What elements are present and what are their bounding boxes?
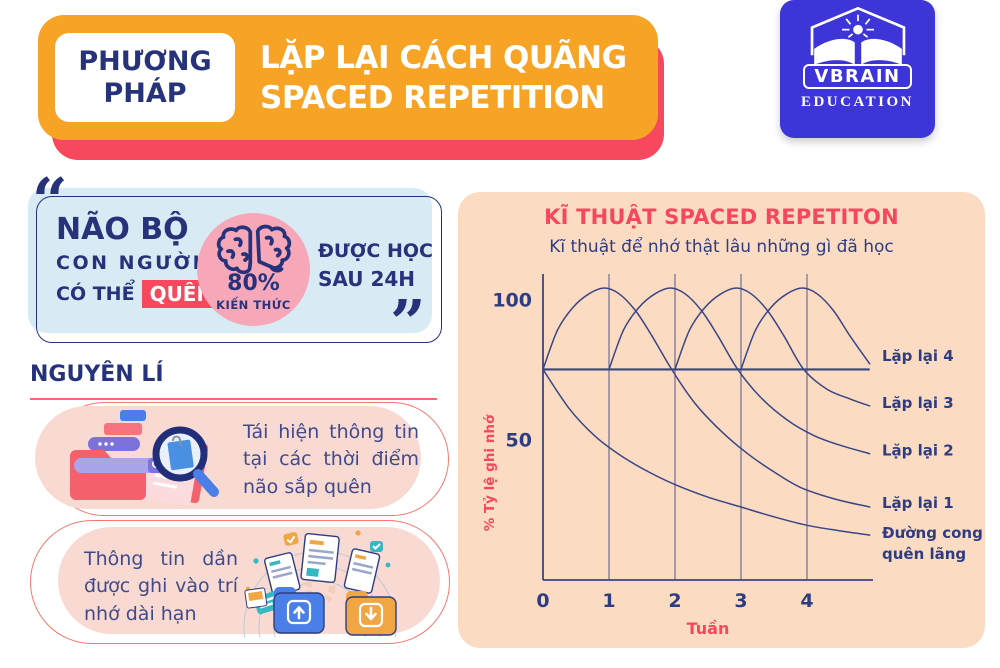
search-illustration (70, 410, 219, 506)
window-chip-purple (88, 437, 140, 451)
series-label-3: Lặp lại 2 (882, 442, 954, 460)
logo-brand: VBRAIN (803, 64, 912, 89)
memory-storage-illustration (243, 530, 397, 637)
x-tick-2: 2 (668, 590, 681, 612)
series-label-1: Lặp lại 4 (882, 347, 954, 365)
fact-box-outline (36, 196, 442, 343)
fact-line3: CÓ THỂ QUÊN (56, 280, 222, 308)
curve-5 (542, 368, 871, 536)
x-tick-0: 0 (536, 590, 549, 612)
header-banner: PHƯƠNG PHÁP LẶP LẠI CÁCH QUÃNG SPACED RE… (38, 15, 658, 140)
principle-2-text: Thông tin dần được ghi vào trí nhớ dài h… (84, 548, 238, 625)
method-badge-line1: PHƯƠNG (78, 45, 212, 77)
download-folder-icon (345, 591, 397, 636)
folder-icon (70, 450, 146, 500)
magnifier-icon (152, 426, 219, 497)
series-label-4: Lặp lại 1 (882, 494, 954, 512)
check-badge-orange (283, 532, 299, 546)
curve-1 (740, 287, 871, 371)
open-quote-icon: “ (32, 164, 68, 237)
x-axis-label: Tuần (687, 619, 730, 638)
x-tick-1: 1 (602, 590, 615, 612)
document-left (263, 552, 301, 596)
fact-line2: CON NGƯỜI (56, 252, 203, 274)
fact-text: NÃO BỘ CON NGƯỜI CÓ THỂ QUÊN (56, 212, 222, 308)
spaced-repetition-chart: Lặp lại 4 Lặp lại 3 Lặp lại 2 Lặp lại 1 Đườn… (482, 274, 983, 638)
chart-title: KĨ THUẬT SPACED REPETITON (544, 205, 899, 229)
page-title-line2: SPACED REPETITION (260, 79, 605, 116)
fact-right-line2: SAU 24H (318, 267, 416, 291)
fact-right-text: ĐƯỢC HỌC SAU 24H (318, 240, 433, 291)
principle-2-outline (30, 520, 450, 644)
vbrain-logo: VBRAIN EDUCATION (780, 0, 935, 138)
book-sun-icon (810, 6, 905, 65)
logo-subtitle: EDUCATION (800, 94, 915, 110)
principles-heading: NGUYÊN LÍ (30, 362, 164, 387)
x-tick-4: 4 (800, 590, 813, 612)
series-label-5: Đường cong (882, 524, 983, 542)
chart-subtitle: Kĩ thuật để nhớ thật lâu những gì đã học (549, 237, 894, 257)
window-chip-pink (104, 423, 142, 435)
series-label-5: quên lãng (882, 545, 966, 563)
page-title-line1: LẶP LẠI CÁCH QUÃNG (260, 40, 627, 76)
forget-percent-label: KIẾN THỨC (216, 298, 291, 312)
page-title: LẶP LẠI CÁCH QUÃNG SPACED REPETITION (260, 39, 627, 118)
upload-folder-icon (273, 587, 325, 634)
curve-2 (674, 287, 871, 407)
photo-card (244, 587, 268, 609)
fact-line1: NÃO BỘ (56, 212, 189, 247)
search-bar (74, 458, 166, 473)
window-chip-blue (120, 410, 146, 421)
brain-stat-circle: 80% KIẾN THỨC (197, 213, 310, 326)
principles-underline (30, 398, 437, 400)
close-quote-icon: ” (390, 286, 426, 359)
method-badge-line2: PHÁP (103, 77, 187, 109)
brain-icon (216, 224, 291, 275)
method-badge: PHƯƠNG PHÁP (55, 33, 235, 122)
fact-line3-prefix: CÓ THỂ (56, 283, 135, 305)
y-tick-100: 100 (492, 289, 532, 311)
chart-panel: KĨ THUẬT SPACED REPETITON Kĩ thuật để nh… (458, 192, 985, 648)
curve-3 (608, 287, 871, 455)
y-tick-50: 50 (506, 430, 532, 452)
x-tick-3: 3 (734, 590, 747, 612)
document-right (343, 548, 381, 594)
principle-1-text: Tái hiện thông tin tại các thời điểm não… (243, 421, 419, 498)
document-center (300, 532, 340, 584)
check-badge-teal (370, 541, 383, 552)
series-label-2: Lặp lại 3 (882, 394, 954, 412)
curve-4 (542, 287, 871, 508)
y-axis-label: % Tỷ lệ ghi nhớ (482, 414, 498, 531)
fact-right-line1: ĐƯỢC HỌC (318, 240, 433, 262)
forget-percent: 80% (227, 271, 280, 296)
